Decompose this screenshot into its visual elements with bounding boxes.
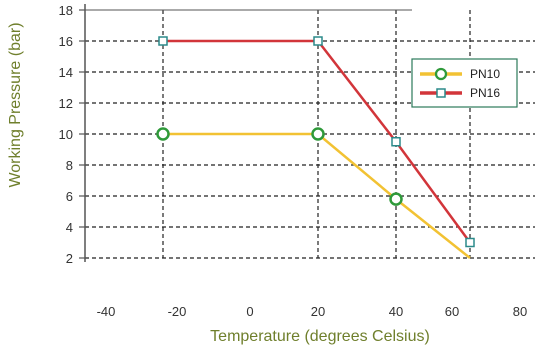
y-tick-label: 14 xyxy=(59,65,73,80)
series-line-pn10 xyxy=(163,132,471,259)
x-tick-label: 80 xyxy=(513,304,527,319)
legend-box xyxy=(411,58,518,108)
y-tick-label: 12 xyxy=(59,96,73,111)
data-point-pn16 xyxy=(313,36,323,46)
legend: PN10 PN16 xyxy=(411,58,518,108)
legend-marker xyxy=(434,67,448,81)
data-point-pn16 xyxy=(465,237,475,248)
legend-marker xyxy=(436,88,446,98)
data-point-pn10 xyxy=(389,192,403,206)
x-tick-label: 60 xyxy=(445,304,459,319)
y-tick-label: 18 xyxy=(59,3,73,18)
y-axis-title: Working Pressure (bar) xyxy=(7,22,24,188)
x-tick-label: -20 xyxy=(168,304,187,319)
y-tick-label: 10 xyxy=(59,127,73,142)
x-axis-title: Temperature (degrees Celsius) xyxy=(210,328,430,345)
x-tick-label: -40 xyxy=(97,304,116,319)
x-tick-label: 20 xyxy=(311,304,325,319)
series-line-pn16 xyxy=(163,39,472,244)
data-point-pn16 xyxy=(158,36,168,46)
y-tick-label: 2 xyxy=(66,251,73,266)
y-tick-label: 16 xyxy=(59,34,73,49)
legend-label: PN10 xyxy=(470,67,500,81)
x-tick-label: 40 xyxy=(389,304,403,319)
y-tick-label: 8 xyxy=(66,158,73,173)
data-point-pn16 xyxy=(391,137,401,147)
data-point-pn10 xyxy=(311,127,325,141)
y-tick-label: 6 xyxy=(66,189,73,204)
legend-label: PN16 xyxy=(470,86,500,100)
x-tick-label: 0 xyxy=(246,304,253,319)
data-point-pn10 xyxy=(156,127,170,141)
y-tick-label: 4 xyxy=(66,220,73,235)
